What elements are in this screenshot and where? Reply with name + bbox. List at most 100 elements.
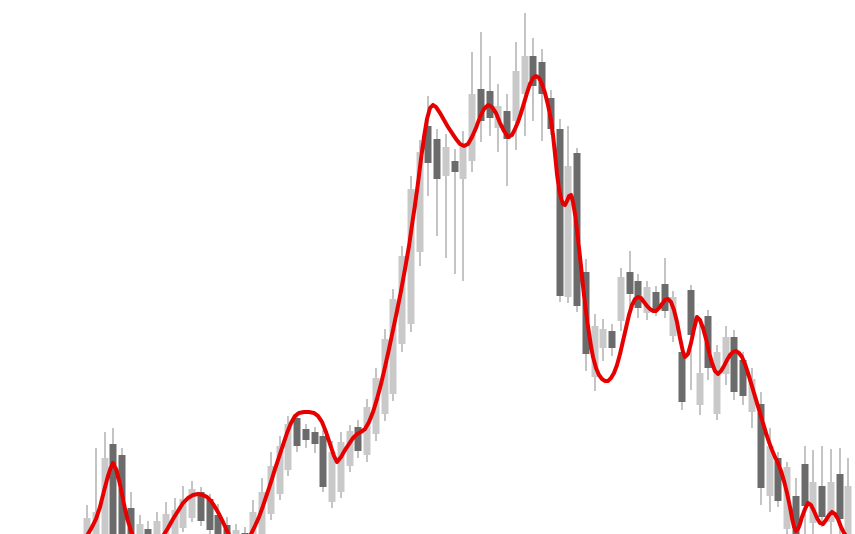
candle (442, 134, 450, 258)
candle (844, 458, 852, 534)
candle-body (608, 331, 616, 348)
candle-body (652, 292, 660, 309)
candle-body (836, 474, 844, 519)
candle-body (844, 486, 852, 534)
candle-body (302, 429, 310, 440)
candle-body (599, 329, 607, 348)
candle-body (398, 256, 406, 344)
candle-body (267, 466, 275, 514)
candle (617, 268, 625, 331)
candle-body (451, 161, 459, 172)
candle-body (564, 166, 572, 297)
candle-body (381, 339, 389, 414)
candle-body (197, 492, 205, 521)
candle-body (424, 126, 432, 163)
candle-body (661, 284, 669, 311)
candle-body (214, 515, 222, 534)
candle-body (188, 489, 196, 518)
candle-body (249, 512, 257, 534)
candle (477, 32, 485, 142)
candle (302, 424, 310, 448)
candle (188, 481, 196, 522)
candle-body (634, 281, 642, 308)
candle-body (162, 514, 170, 534)
candle-body (127, 508, 135, 534)
candle-body (687, 290, 695, 335)
candle (626, 251, 634, 312)
candle-body (521, 56, 529, 94)
candle-body (748, 379, 756, 412)
candle-body (179, 499, 187, 528)
candle-body (529, 56, 537, 86)
candle (608, 324, 616, 356)
candle (591, 314, 599, 391)
candle (451, 149, 459, 274)
candle-body (591, 326, 599, 377)
candle-body (669, 297, 677, 336)
candle (669, 291, 677, 342)
candle-body (503, 111, 511, 139)
candle-body (293, 418, 301, 446)
candle-body (792, 496, 800, 534)
candle-body (643, 287, 651, 313)
candle (398, 246, 406, 352)
candle-body (276, 446, 284, 494)
candle (459, 131, 467, 281)
candle (730, 330, 738, 400)
candle (346, 425, 354, 472)
candle-body (722, 337, 730, 374)
candle (512, 42, 520, 150)
candle-body (696, 373, 704, 405)
candle-body (311, 432, 319, 444)
candle (564, 126, 572, 303)
candle-body (477, 89, 485, 121)
candle (83, 505, 91, 534)
candle (407, 176, 415, 332)
candle-body (144, 529, 152, 534)
candle (319, 430, 327, 492)
candle-body (766, 446, 774, 496)
candle-body (730, 337, 738, 392)
candle-body (416, 152, 424, 252)
candle (144, 521, 152, 534)
candle-body (109, 444, 117, 534)
candle-body (171, 510, 179, 534)
candle-body (232, 530, 240, 534)
candle (153, 512, 161, 534)
candle (809, 450, 817, 534)
candle (801, 446, 809, 534)
candle (713, 345, 721, 420)
candle (599, 319, 607, 361)
candle (818, 446, 826, 527)
candle-body (739, 360, 747, 396)
candle (503, 94, 511, 186)
candle-body (801, 464, 809, 506)
candle (311, 427, 319, 453)
candle-body (512, 71, 520, 121)
candle (468, 52, 476, 172)
candle (337, 432, 345, 498)
candle-body (206, 499, 214, 530)
candle-body (101, 458, 109, 534)
moving-average-line (86, 74, 848, 534)
candle (748, 368, 756, 428)
candle-body (459, 146, 467, 179)
candle (179, 486, 187, 532)
candle (232, 524, 240, 534)
candle (109, 428, 117, 534)
candle-body (346, 431, 354, 466)
candle-body (818, 486, 826, 517)
candle (661, 258, 669, 318)
candle (276, 436, 284, 500)
candle-body (284, 424, 292, 470)
candle-body (713, 352, 721, 414)
candle-body (774, 458, 782, 501)
candle-body (83, 518, 91, 534)
candle-body (827, 482, 835, 522)
candle-body (678, 352, 686, 402)
candle-body (538, 62, 546, 94)
candle (293, 412, 301, 452)
